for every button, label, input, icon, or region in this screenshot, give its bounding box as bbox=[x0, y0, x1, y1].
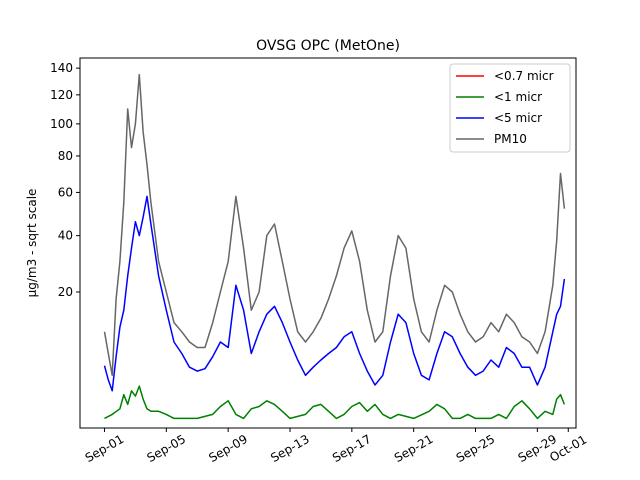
series-line-1 bbox=[104, 385, 566, 420]
legend: <0.7 micr <1 micr <5 micr PM10 bbox=[449, 63, 571, 153]
series-layer bbox=[103, 73, 566, 420]
y-tick-label-0: 20 bbox=[58, 285, 73, 299]
series-line-3 bbox=[103, 73, 566, 377]
y-axis: 20 40 60 80 100 120 140 bbox=[50, 61, 80, 299]
y-tick-label-4: 100 bbox=[50, 117, 73, 131]
plot-frame bbox=[79, 57, 577, 429]
legend-label-0: <0.7 micr bbox=[494, 69, 554, 83]
series-line-2 bbox=[103, 195, 566, 392]
legend-label-3: PM10 bbox=[494, 132, 527, 146]
y-tick-label-5: 120 bbox=[50, 88, 73, 102]
y-axis-label: µg/m3 - sqrt scale bbox=[25, 189, 39, 298]
chart-title: OVSG OPC (MetOne) bbox=[256, 38, 400, 54]
y-tick-label-2: 60 bbox=[58, 185, 73, 199]
legend-frame bbox=[449, 63, 571, 153]
y-tick-label-6: 140 bbox=[50, 61, 73, 75]
y-tick-label-3: 80 bbox=[58, 149, 73, 163]
legend-label-1: <1 micr bbox=[494, 90, 542, 104]
legend-label-2: <5 micr bbox=[494, 111, 542, 125]
y-tick-label-1: 40 bbox=[58, 229, 73, 243]
